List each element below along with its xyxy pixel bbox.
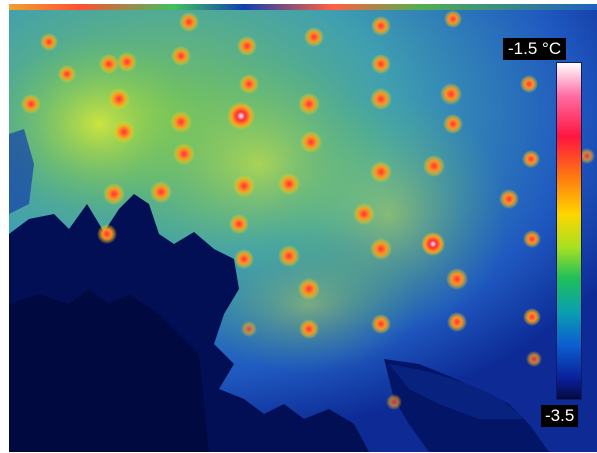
thermal-scene (9, 10, 595, 452)
cold-regions (9, 129, 549, 452)
temperature-colorbar (556, 62, 582, 400)
colorbar-max-label: -1.5 °C (503, 38, 567, 60)
top-edge-strip (9, 4, 597, 10)
colorbar-min-label: -3.5 (541, 405, 579, 427)
warm-regions (9, 34, 509, 374)
thermal-image (9, 4, 597, 452)
hot-spots (21, 10, 595, 410)
